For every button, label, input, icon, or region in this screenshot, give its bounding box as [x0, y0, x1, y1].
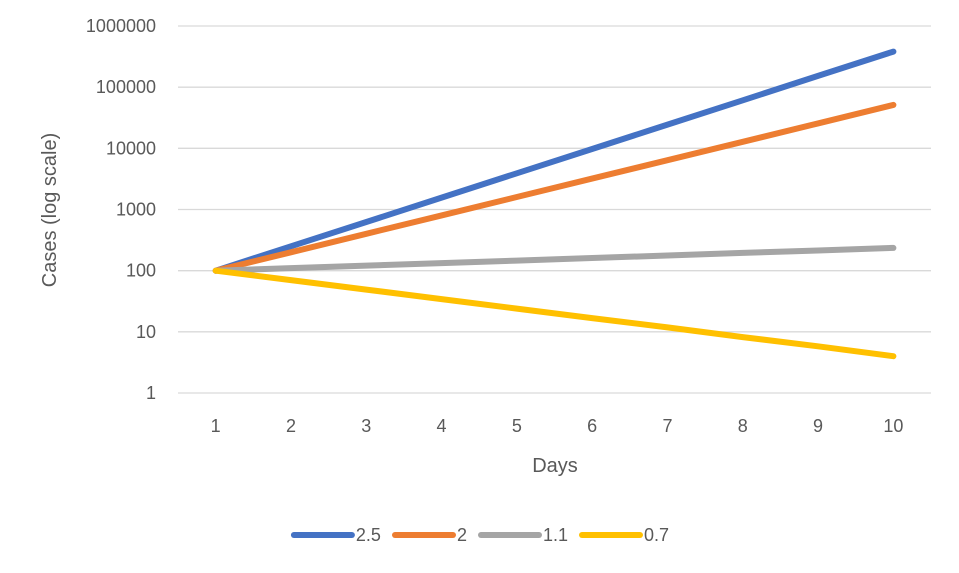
y-tick-label: 10000 [106, 138, 156, 158]
y-tick-label: 1 [146, 383, 156, 403]
y-axis-title: Cases (log scale) [39, 133, 61, 288]
legend-label: 2 [457, 525, 467, 545]
legend-item: 0.7 [579, 525, 669, 545]
x-tick-label: 3 [361, 416, 371, 436]
x-axis-title: Days [532, 455, 578, 477]
y-tick-label: 1000 [116, 200, 156, 220]
x-tick-label: 1 [211, 416, 221, 436]
y-axis-tick-labels: 1 10 100 1000 10000 100000 1000000 [86, 16, 156, 403]
series-lines [212, 48, 897, 360]
series-line-1-1 [212, 244, 897, 274]
gridlines [178, 25, 931, 394]
y-tick-label: 100 [126, 261, 156, 281]
series-line-0-7 [212, 267, 897, 360]
x-tick-label: 4 [437, 416, 447, 436]
legend-label: 1.1 [543, 525, 568, 545]
y-tick-label: 100000 [96, 77, 156, 97]
series-line-2 [212, 101, 897, 274]
legend: 2.5 2 1.1 0.7 [290, 525, 669, 545]
y-tick-label: 10 [136, 322, 156, 342]
legend-item: 2.5 [290, 525, 381, 545]
legend-label: 2.5 [356, 525, 381, 545]
x-tick-label: 9 [813, 416, 823, 436]
x-tick-label: 6 [587, 416, 597, 436]
y-tick-label: 1000000 [86, 16, 156, 36]
x-tick-label: 7 [662, 416, 672, 436]
legend-label: 0.7 [644, 525, 669, 545]
legend-item: 1.1 [478, 525, 568, 545]
x-axis-tick-labels: 1 2 3 4 5 6 7 8 9 10 [211, 416, 904, 436]
series-line-2-5 [212, 48, 897, 274]
legend-item: 2 [392, 525, 467, 545]
x-tick-label: 10 [883, 416, 903, 436]
x-tick-label: 5 [512, 416, 522, 436]
x-tick-label: 2 [286, 416, 296, 436]
x-tick-label: 8 [738, 416, 748, 436]
